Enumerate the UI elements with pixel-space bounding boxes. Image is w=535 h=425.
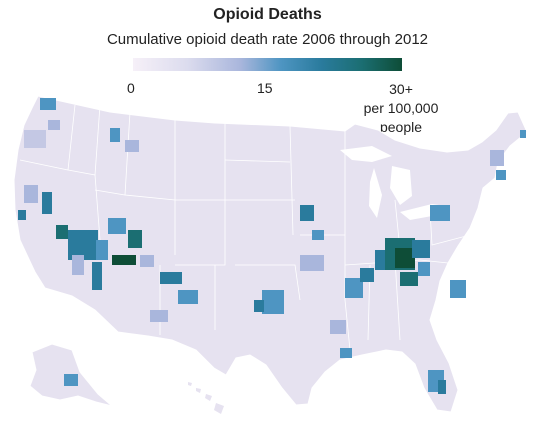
legend-max-unit: per 100,000	[363, 100, 439, 116]
hawaii	[188, 382, 224, 414]
legend-min-label: 0	[127, 80, 135, 96]
legend-max-value: 30+	[389, 81, 413, 97]
county-shading	[18, 98, 526, 394]
legend-max-unit-suffix: people	[379, 119, 423, 135]
legend-mid-label: 15	[257, 80, 273, 96]
state-borders	[19, 104, 471, 351]
great-lakes	[340, 146, 446, 220]
legend-max-label: 30+ per 100,000 people	[350, 80, 452, 137]
map-subtitle: Cumulative opioid death rate 2006 throug…	[106, 31, 429, 48]
map-title: Opioid Deaths	[213, 6, 322, 23]
color-scale-legend	[133, 58, 402, 71]
